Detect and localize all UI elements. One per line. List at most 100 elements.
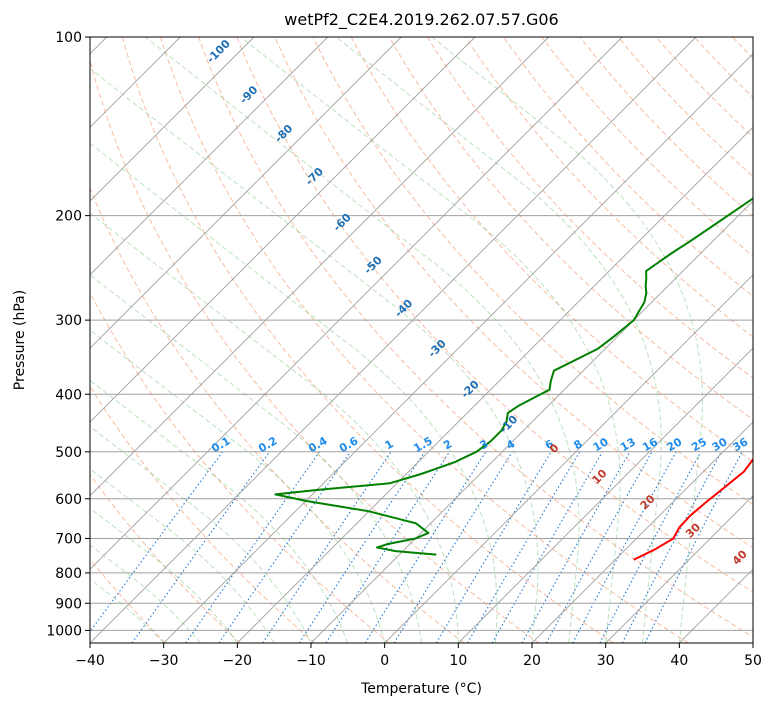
mixing-ratio-line [621,451,722,643]
mixing-ratio-line [521,451,631,643]
y-tick-label: 100 [55,30,82,46]
dry-adiabat-label: -60 [331,211,354,234]
y-tick-label: 800 [55,566,82,582]
moist-adiabat-line [90,67,539,643]
mixing-ratio-line [131,451,271,643]
mixing-ratio-line [545,451,653,643]
y-tick-label: 900 [55,596,82,612]
dewpoint-line [274,197,753,556]
isotherm-line [752,642,753,643]
chart-title: wetPf2_C2E4.2019.262.07.57.G06 [284,10,558,30]
mixing-ratio-label: 4 [504,437,517,452]
temperature-line [633,457,753,561]
dry-adiabat-line [388,37,753,421]
x-tick-label: 40 [670,653,688,669]
grid [90,37,753,643]
y-axis-label: Pressure (hPa) [12,290,28,390]
moist-adiabat-line [90,212,459,643]
isotherm-line [457,347,753,643]
y-tick-label: 1000 [46,623,82,639]
dry-adiabat-line [198,37,753,638]
dry-adiabat-label: 20 [638,492,658,512]
mixing-ratio-line [90,451,224,633]
dry-adiabat-line [503,37,753,297]
moist-adiabat-line [90,425,312,643]
x-tick-label: 50 [744,653,762,669]
y-tick-label: 500 [55,445,82,461]
dry-adiabat-line [350,37,753,463]
dry-adiabat-line [160,37,689,643]
dry-adiabat-line [90,558,166,643]
mixing-ratio-line [325,451,451,643]
isotherm-line [90,37,255,202]
dry-adiabat-label: -30 [426,337,449,360]
isotherm-line [90,37,402,349]
dry-adiabat-line [236,37,753,593]
mixing-ratio-line [298,451,426,643]
dry-adiabat-line [90,186,465,643]
dry-adiabat-line [90,473,241,643]
isotherm-line [678,568,753,643]
isotherm-line [90,37,329,276]
isotherm-line [384,274,753,643]
x-axis-label: Temperature (°C) [360,681,482,697]
moist-adiabat-line [90,544,201,643]
isotherm-line [163,53,753,643]
dry-adiabat-line [90,291,390,643]
isotherm-line [605,495,753,643]
x-tick-label: −10 [296,653,326,669]
mixing-ratio-label: 1 [383,437,396,452]
dry-adiabat-line [121,37,614,643]
mixing-ratio-line [644,451,743,643]
isotherm-line [90,37,550,497]
isotherm-line [236,126,753,643]
isotherm-line [90,37,697,643]
y-tick-label: 700 [55,532,82,548]
x-axis: −40 −30 −20 −10 0 10 20 30 40 50 [75,643,762,669]
y-tick-label: 400 [55,387,82,403]
reference-labels: 0.1 0.2 0.4 0.6 1 1.5 2 3 4 6 8 10 13 16 20 25 30 36-100-… [204,37,750,568]
mixing-ratio-line [185,451,321,643]
x-tick-label: −20 [223,653,253,669]
mixing-ratio-line [262,451,392,643]
dry-adiabat-line [426,37,753,379]
mixing-ratio-line [364,451,487,643]
dry-adiabat-label: -100 [204,37,233,66]
dry-adiabat-label: -90 [237,83,260,106]
x-tick-label: −40 [75,653,105,669]
dry-adiabat-label: 10 [590,467,610,487]
dry-adiabat-label: -80 [272,122,295,145]
dry-adiabat-line [274,37,753,549]
dry-adiabat-line [771,37,775,643]
isotherm-line [90,37,476,423]
dry-adiabat-line [90,58,540,643]
isotherm-line [90,37,623,570]
mixing-ratio-label: 2 [441,437,454,452]
dry-adiabat-label: 30 [683,520,703,540]
y-tick-label: 300 [55,313,82,329]
x-tick-label: 30 [597,653,615,669]
dry-adiabat-label: -70 [303,165,326,188]
dry-adiabat-line [465,37,753,338]
y-tick-label: 600 [55,492,82,508]
mixing-ratio-line [218,451,351,643]
y-axis: 100 200 300 400 500 600 700 800 900 1000 [46,30,90,639]
dry-adiabat-line [693,37,753,99]
moist-adiabat-line [90,329,386,643]
dry-adiabat-line [90,385,316,643]
reference-lines [90,37,775,643]
dry-adiabat-label: -20 [459,377,482,400]
dry-adiabat-label: -50 [362,253,385,276]
moist-adiabat-line [90,274,422,643]
moist-adiabat-line [90,468,275,643]
dry-adiabat-line [655,37,753,138]
mixing-ratio-line [599,451,702,643]
x-tick-label: 0 [380,653,389,669]
moist-adiabat-line [335,37,662,643]
moist-adiabat-line [145,37,580,643]
isotherm-line [531,421,753,643]
plot-frame [89,36,754,644]
y-tick-label: 200 [55,209,82,225]
series-group [274,197,753,561]
